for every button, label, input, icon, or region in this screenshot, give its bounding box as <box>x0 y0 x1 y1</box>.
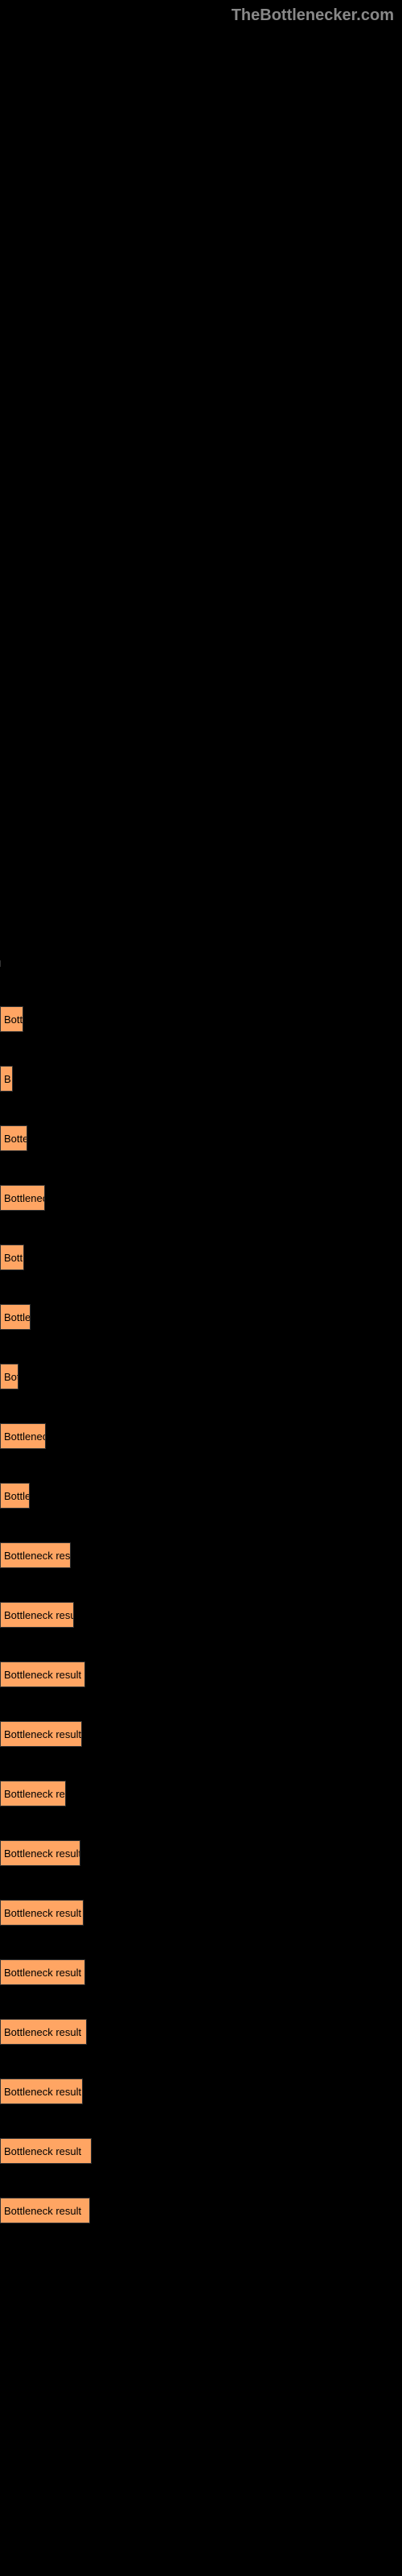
bar-label: Bottleneck rer <box>4 1788 66 1800</box>
bar-label: Bottleneck result <box>4 1669 81 1681</box>
bar-label: Bottleneck result <box>4 1728 81 1740</box>
bar-row: Bottleneck result <box>0 1721 82 1747</box>
bar-row: Bottlene <box>0 1304 31 1330</box>
bar-row: Bottleneck result <box>0 2198 90 2223</box>
bar: Bottle <box>0 1006 23 1032</box>
bar-label: Bottlene <box>4 1311 31 1323</box>
bar-label: Bottleneck result <box>4 2205 81 2217</box>
bar-label: Bottleneck res <box>4 1550 70 1562</box>
bar: Botten <box>0 1125 27 1151</box>
bar-label: Bottleneck result <box>4 2026 81 2038</box>
bar: Bottleneck result <box>0 1840 80 1866</box>
bar-label: Bottleneck result <box>4 1967 81 1979</box>
bar: Bottlene <box>0 1483 30 1509</box>
bar-row: Botten <box>0 1125 27 1151</box>
bar-label: B <box>4 1073 11 1085</box>
bar-row: Bottleneck res <box>0 1542 71 1568</box>
bar: Bott <box>0 1364 18 1389</box>
bar-label: Bottleneck result <box>4 2086 81 2098</box>
bar: Bottleneck result <box>0 2079 83 2104</box>
bar-row: Bottleneck result <box>0 2079 83 2104</box>
bar-label: Bottlene <box>4 1490 30 1502</box>
bar: Bottleneck res <box>0 1542 71 1568</box>
bar: Bottleneck <box>0 1423 46 1449</box>
bar-row: Bottleneck result <box>0 2019 87 2045</box>
bar-row: Bottleneck result <box>0 1662 85 1687</box>
bar: Bottleneck <box>0 1185 45 1211</box>
bar-label: Bottleneck <box>4 1430 46 1443</box>
bar-row: Bottleneck resu <box>0 1602 74 1628</box>
bar: Bottleneck result <box>0 2138 92 2164</box>
bar: Bottleneck result <box>0 2198 90 2223</box>
bar: Bottleneck result <box>0 1959 85 1985</box>
bar: Bottleneck result <box>0 1721 82 1747</box>
bar-label: Bottleneck result <box>4 1907 81 1919</box>
bar-label: Bottleneck result <box>4 2145 81 2157</box>
bar-row: Bottleneck result <box>0 1900 84 1926</box>
bar-label: Botten <box>4 1133 27 1145</box>
bar-row: Bottleneck result <box>0 1959 85 1985</box>
bar-row: B <box>0 1066 13 1092</box>
bar-row: Bottleneck <box>0 1185 45 1211</box>
bar-label: Bottleneck resu <box>4 1609 74 1621</box>
bar-row: Bott <box>0 1364 18 1389</box>
bar-row: Bottleneck <box>0 1423 46 1449</box>
bar: Bottlene <box>0 1304 31 1330</box>
bar-row: Bottlene <box>0 1483 30 1509</box>
bar: Bottler <box>0 1245 24 1270</box>
bar-row: Bottleneck result <box>0 2138 92 2164</box>
bar-label: Bottleneck <box>4 1192 45 1204</box>
bar-label: Bottle <box>4 1013 23 1026</box>
bar-chart: Bottle B Botten Bottleneck Bottler Bottlene Bo… <box>0 0 402 2576</box>
axis-tick <box>0 960 3 967</box>
bar-row: Bottleneck result <box>0 1840 80 1866</box>
bar-row: Bottleneck rer <box>0 1781 66 1806</box>
bar-label: Bottleneck result <box>4 1847 80 1860</box>
bar: Bottleneck result <box>0 1662 85 1687</box>
bar: B <box>0 1066 13 1092</box>
bar-row: Bottler <box>0 1245 24 1270</box>
bar: Bottleneck rer <box>0 1781 66 1806</box>
bar-label: Bottler <box>4 1252 24 1264</box>
bar: Bottleneck resu <box>0 1602 74 1628</box>
bar-row: Bottle <box>0 1006 23 1032</box>
bar: Bottleneck result <box>0 1900 84 1926</box>
bar: Bottleneck result <box>0 2019 87 2045</box>
bar-label: Bott <box>4 1371 18 1383</box>
